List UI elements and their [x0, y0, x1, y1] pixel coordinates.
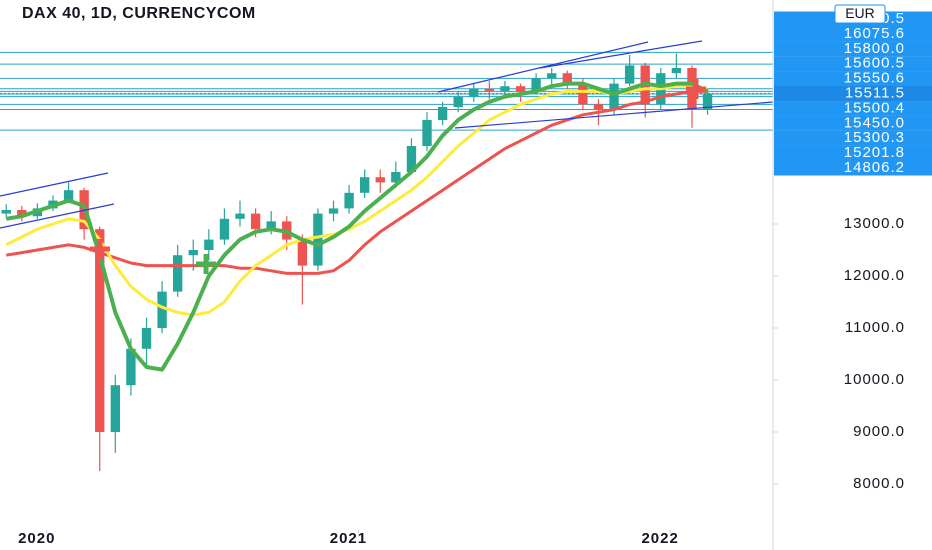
y-tick-label: 9000.0: [853, 423, 905, 440]
candle-body: [671, 68, 682, 74]
candle-body: [172, 255, 183, 292]
moving-averages: [5, 81, 709, 372]
candle-body: [437, 107, 448, 121]
candle-body: [328, 208, 339, 214]
x-tick-label: 2020: [18, 530, 55, 547]
level-label: 15800.0: [844, 40, 905, 57]
currency-box: [834, 4, 886, 24]
level-box: [774, 41, 932, 57]
level-label: 15201.8: [844, 144, 905, 161]
candle-body: [484, 88, 495, 92]
level-box: [774, 160, 932, 176]
candle-body: [360, 177, 370, 193]
level-label: 15300.3: [844, 129, 905, 146]
candle-body: [531, 78, 541, 92]
chart-title: DAX 40, 1D, CURRENCYCOM: [22, 5, 256, 22]
moving-average: [5, 81, 709, 372]
level-box: [774, 56, 932, 72]
candle-body: [453, 96, 463, 108]
candle-body: [547, 73, 557, 79]
level-box: [774, 115, 932, 131]
trend-lines: [0, 40, 773, 229]
x-tick-label: 2022: [641, 530, 678, 547]
y-tick-label: 13000.0: [844, 215, 905, 232]
candle-body: [609, 83, 619, 110]
candle-body: [95, 229, 105, 432]
level-label: 16075.6: [844, 25, 905, 42]
y-tick-label: 10000.0: [844, 371, 905, 388]
candle-body: [141, 327, 152, 349]
candle-body: [593, 104, 604, 110]
level-label: 15500.4: [844, 99, 905, 116]
candle-body: [562, 73, 572, 84]
level-label: 15450.0: [844, 114, 905, 131]
level-box: [774, 71, 932, 87]
level-box: [774, 130, 932, 146]
candle-body: [235, 213, 245, 219]
trend-line: [0, 203, 115, 229]
candle-body: [126, 348, 136, 386]
candle-body: [63, 190, 74, 201]
level-label: 15550.6: [844, 70, 905, 87]
candle-body: [250, 213, 261, 230]
cross-marker: [686, 79, 706, 99]
last-price-box: [774, 86, 932, 101]
candle-body: [110, 385, 121, 432]
cross-markers: [90, 79, 706, 274]
trend-line: [539, 40, 703, 69]
candle-body: [344, 192, 354, 209]
level-box: [774, 145, 932, 161]
candle-body: [1, 209, 11, 214]
x-tick-label: 2021: [330, 530, 367, 547]
candle-body: [422, 120, 432, 147]
candle-body: [406, 146, 417, 173]
cross-marker: [90, 239, 110, 259]
level-lines: [0, 51, 773, 131]
moving-average: [5, 89, 708, 275]
y-tick-label: 12000.0: [844, 267, 905, 284]
candle-body: [624, 65, 635, 84]
currency: EUR: [845, 5, 875, 21]
level-box: [774, 100, 932, 116]
candle-body: [204, 239, 214, 250]
moving-average: [5, 84, 708, 317]
candle-body: [500, 86, 510, 92]
level-box: [774, 26, 932, 42]
candles: [1, 53, 713, 471]
candle-body: [219, 218, 230, 240]
level-label: 14806.2: [844, 159, 905, 176]
candle-body: [391, 172, 401, 183]
candle-body: [157, 291, 167, 328]
y-tick-label: 11000.0: [845, 319, 905, 336]
axes: 8000.0 9000.0 10000.0 11000.0 12000.0 13000.0…: [18, 215, 905, 547]
price-labels: 16300.516075.615800.015600.515550.615511…: [774, 10, 932, 176]
candle-body: [297, 239, 308, 266]
last-price-label: 15511.5: [845, 84, 905, 101]
candle-body: [375, 177, 385, 183]
candle-body: [515, 86, 526, 92]
trend-line: [454, 101, 773, 129]
candle-body: [313, 213, 323, 266]
candle-body: [578, 83, 588, 105]
cross-marker: [196, 254, 216, 274]
y-tick-label: 8000.0: [853, 475, 905, 492]
trend-line: [0, 172, 109, 197]
candle-body: [17, 209, 27, 217]
candle-body: [188, 249, 198, 256]
level-label: 15600.5: [844, 55, 905, 72]
candle-body: [266, 221, 276, 230]
candle-body: [702, 93, 713, 110]
candle-body: [469, 88, 479, 97]
